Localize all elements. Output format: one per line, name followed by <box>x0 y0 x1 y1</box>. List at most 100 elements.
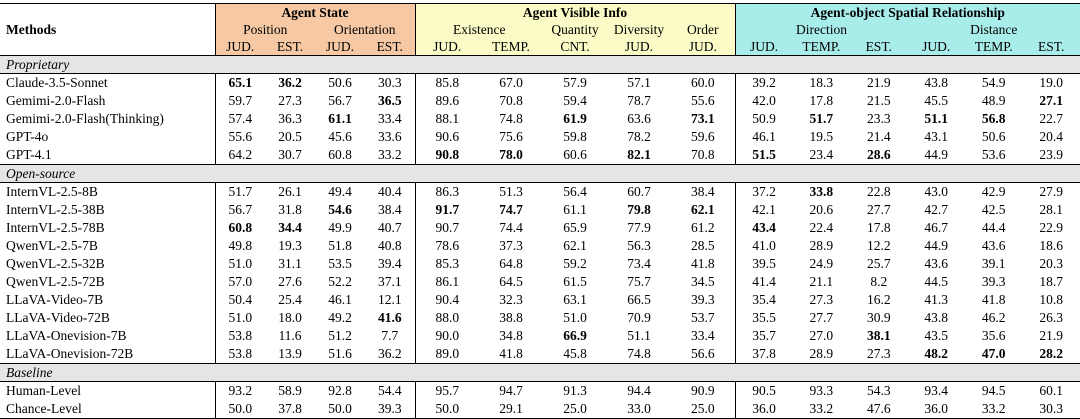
metric-value: 74.7 <box>479 201 543 219</box>
metric-value: 86.1 <box>415 273 479 291</box>
metric-value: 43.1 <box>908 128 965 146</box>
method-name: QwenVL-2.5-32B <box>0 255 215 273</box>
section-label: Proprietary <box>0 56 1080 74</box>
metric-value: 51.7 <box>793 110 850 128</box>
metric-value: 39.2 <box>735 74 792 93</box>
metric-value: 27.1 <box>1022 92 1080 110</box>
metric-value: 60.8 <box>315 146 365 165</box>
metric-header-orientation-est: EST. <box>365 38 415 56</box>
metric-value: 45.8 <box>543 345 607 364</box>
metric-value: 61.2 <box>671 219 735 237</box>
metric-value: 65.9 <box>543 219 607 237</box>
metric-header-quantity-cnt: CNT. <box>543 38 607 56</box>
metric-value: 46.1 <box>315 291 365 309</box>
metric-value: 41.8 <box>479 345 543 364</box>
metric-value: 54.4 <box>365 382 415 401</box>
methods-column-header: Methods <box>0 4 215 56</box>
metric-value: 75.6 <box>479 128 543 146</box>
metric-value: 78.0 <box>479 146 543 165</box>
metric-value: 27.3 <box>793 291 850 309</box>
metric-value: 44.5 <box>908 273 965 291</box>
metric-header-orientation-jud: JUD. <box>315 38 365 56</box>
metric-value: 56.7 <box>215 201 265 219</box>
metric-value: 8.2 <box>850 273 907 291</box>
metric-value: 21.5 <box>850 92 907 110</box>
metric-value: 39.3 <box>671 291 735 309</box>
metric-value: 33.2 <box>793 400 850 419</box>
section-label: Open-source <box>0 165 1080 183</box>
metric-value: 55.6 <box>671 92 735 110</box>
metric-value: 42.0 <box>735 92 792 110</box>
metric-value: 19.5 <box>793 128 850 146</box>
metric-value: 51.8 <box>315 237 365 255</box>
metric-header-position-est: EST. <box>265 38 315 56</box>
metric-value: 95.7 <box>415 382 479 401</box>
metric-value: 11.6 <box>265 327 315 345</box>
metric-value: 33.4 <box>365 110 415 128</box>
metric-value: 21.1 <box>793 273 850 291</box>
group-header-agent-state: Agent State <box>215 4 415 22</box>
metric-value: 34.5 <box>671 273 735 291</box>
metric-value: 28.2 <box>1022 345 1080 364</box>
metric-value: 18.0 <box>265 309 315 327</box>
method-name: Claude-3.5-Sonnet <box>0 74 215 93</box>
metric-value: 51.6 <box>315 345 365 364</box>
metric-value: 85.3 <box>415 255 479 273</box>
metric-value: 36.2 <box>265 74 315 93</box>
metric-value: 41.4 <box>735 273 792 291</box>
metric-value: 39.5 <box>735 255 792 273</box>
metric-value: 40.7 <box>365 219 415 237</box>
metric-value: 59.4 <box>543 92 607 110</box>
metric-value: 28.6 <box>850 146 907 165</box>
metric-value: 61.1 <box>315 110 365 128</box>
metric-value: 55.6 <box>215 128 265 146</box>
metric-value: 35.4 <box>735 291 792 309</box>
metric-value: 48.9 <box>965 92 1022 110</box>
metric-value: 64.8 <box>479 255 543 273</box>
metric-value: 56.7 <box>315 92 365 110</box>
metric-value: 46.7 <box>908 219 965 237</box>
metric-value: 49.2 <box>315 309 365 327</box>
metric-value: 26.1 <box>265 183 315 202</box>
metric-value: 41.3 <box>908 291 965 309</box>
metric-value: 78.7 <box>607 92 671 110</box>
metric-value: 51.0 <box>215 309 265 327</box>
metric-value: 43.5 <box>908 327 965 345</box>
metric-value: 51.3 <box>479 183 543 202</box>
metric-value: 17.8 <box>793 92 850 110</box>
metric-value: 65.1 <box>215 74 265 93</box>
metric-value: 57.4 <box>215 110 265 128</box>
metric-value: 29.1 <box>479 400 543 419</box>
metric-header-position-jud: JUD. <box>215 38 265 56</box>
method-name: LLaVA-Onevision-7B <box>0 327 215 345</box>
metric-value: 44.4 <box>965 219 1022 237</box>
subgroup-header-position: Position <box>215 21 315 38</box>
metric-value: 53.6 <box>965 146 1022 165</box>
metric-value: 10.8 <box>1022 291 1080 309</box>
metric-value: 28.9 <box>793 237 850 255</box>
metric-value: 33.2 <box>365 146 415 165</box>
metric-value: 12.2 <box>850 237 907 255</box>
section-label: Baseline <box>0 364 1080 382</box>
metric-value: 66.5 <box>607 291 671 309</box>
metric-value: 53.8 <box>215 345 265 364</box>
metric-value: 38.8 <box>479 309 543 327</box>
group-header-agent-visible-info: Agent Visible Info <box>415 4 735 22</box>
metric-value: 39.3 <box>965 273 1022 291</box>
metric-value: 59.7 <box>215 92 265 110</box>
metric-value: 42.1 <box>735 201 792 219</box>
metric-value: 36.0 <box>908 400 965 419</box>
metric-value: 51.2 <box>315 327 365 345</box>
metric-value: 23.3 <box>850 110 907 128</box>
metric-value: 93.2 <box>215 382 265 401</box>
metric-header-existence-jud: JUD. <box>415 38 479 56</box>
metric-value: 37.1 <box>365 273 415 291</box>
metric-value: 86.3 <box>415 183 479 202</box>
subgroup-header-distance: Distance <box>908 21 1080 38</box>
metric-value: 22.4 <box>793 219 850 237</box>
